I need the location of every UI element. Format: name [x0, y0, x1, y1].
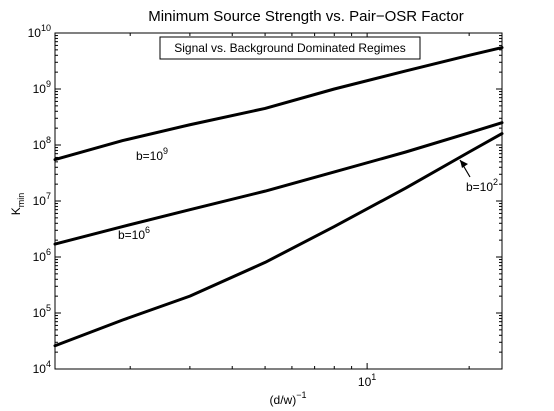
series-line-2 [53, 132, 504, 348]
annotation-arrowhead [460, 160, 468, 168]
y-tick-label-base: 10 [33, 250, 47, 264]
y-axis-label-group: Kmin [9, 193, 26, 216]
y-tick-label: 108 [33, 135, 51, 152]
series-layer [53, 46, 504, 348]
plot-area [55, 33, 502, 369]
x-tick-label: 101 [358, 372, 376, 389]
series-label-b9-exponent: 9 [163, 146, 168, 156]
series-line-0 [53, 46, 504, 162]
y-tick-label: 1010 [28, 23, 51, 40]
series-label-b6-exponent: 6 [145, 225, 150, 235]
y-tick-label: 106 [33, 247, 51, 264]
y-tick-label-exponent: 9 [46, 79, 51, 89]
annotation-b2: b=102 [459, 159, 498, 194]
x-axis-label-base: (d/w) [270, 393, 297, 407]
series-label-b9: b=109 [136, 146, 168, 163]
y-tick-label-base: 10 [28, 26, 42, 40]
y-tick-label-base: 10 [33, 194, 47, 208]
y-tick-label-base: 10 [33, 306, 47, 320]
y-tick-label-base: 10 [33, 138, 47, 152]
y-tick-label-exponent: 5 [46, 303, 51, 313]
series-label-b6: b=106 [118, 225, 150, 242]
series-label-b2-base: b=10 [466, 180, 493, 194]
y-tick-label-base: 10 [33, 82, 47, 96]
y-tick-label-exponent: 7 [46, 191, 51, 201]
y-tick-label: 107 [33, 191, 51, 208]
y-tick-label: 104 [33, 359, 51, 376]
chart-title: Minimum Source Strength vs. Pair−OSR Fac… [148, 8, 464, 25]
series-label-b2-exponent: 2 [493, 177, 498, 187]
y-tick-label-exponent: 8 [46, 135, 51, 145]
y-axis-label-subscript: min [16, 193, 26, 208]
y-tick-label-exponent: 4 [46, 359, 51, 369]
x-axis-label-exponent: −1 [296, 390, 306, 400]
legend-box: Signal vs. Background Dominated Regimes [159, 36, 421, 60]
series-label-b9-base: b=10 [136, 149, 163, 163]
y-axis-label: Kmin [9, 193, 26, 216]
y-tick-label: 105 [33, 303, 51, 320]
x-axis-label: (d/w)−1 [270, 390, 307, 407]
series-label-b6-base: b=10 [118, 228, 145, 242]
plot-layer [55, 33, 502, 369]
y-axis-label-base: K [9, 207, 23, 215]
y-tick-label-exponent: 6 [46, 247, 51, 257]
annotation-b6: b=106 [118, 225, 150, 242]
legend-box-text: Signal vs. Background Dominated Regimes [174, 41, 405, 55]
y-tick-label: 109 [33, 79, 51, 96]
series-line-1 [53, 121, 504, 246]
x-tick-label-exponent: 1 [371, 372, 376, 382]
y-tick-label-base: 10 [33, 362, 47, 376]
y-tick-label-exponent: 10 [41, 23, 51, 33]
annotation-b9: b=109 [136, 146, 168, 163]
x-tick-label-base: 10 [358, 375, 372, 389]
legend-box-frame [159, 36, 421, 60]
series-label-b2: b=102 [466, 177, 498, 194]
